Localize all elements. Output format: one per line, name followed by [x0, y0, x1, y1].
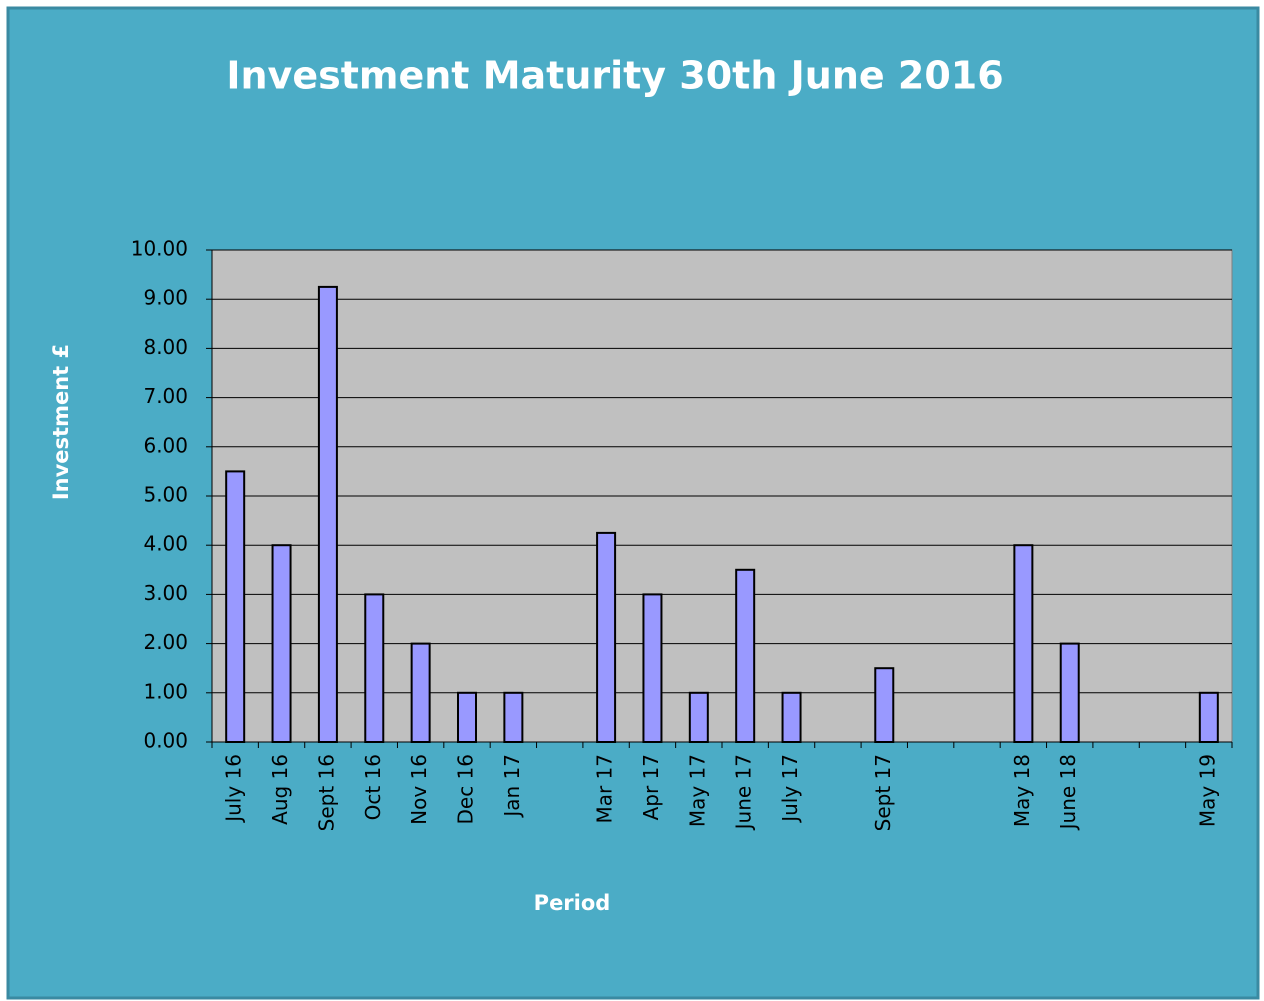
bar	[457, 691, 477, 743]
bar	[317, 285, 338, 743]
x-tick-label: Sept 16	[314, 754, 338, 831]
y-tick-label: 8.00	[143, 335, 188, 359]
x-tick-label: June 18	[1056, 754, 1080, 831]
bar	[596, 531, 617, 744]
y-tick-label: 2.00	[143, 630, 188, 654]
x-tick-label: Sept 17	[871, 754, 895, 831]
bar	[503, 691, 524, 743]
bar	[642, 593, 663, 744]
bar	[1198, 691, 1219, 743]
bar	[271, 544, 292, 744]
bar	[735, 568, 756, 743]
y-tick-label: 0.00	[143, 729, 188, 753]
x-tick-label: Oct 16	[361, 754, 385, 820]
y-tick-label: 9.00	[143, 286, 188, 310]
y-tick-label: 6.00	[143, 433, 188, 457]
bar	[364, 593, 385, 744]
bar	[1013, 544, 1034, 744]
x-tick-label: Dec 16	[454, 754, 478, 825]
x-tick-label: May 18	[1010, 754, 1034, 827]
y-tick-label: 7.00	[143, 384, 188, 408]
y-tick-label: 5.00	[143, 483, 188, 507]
chart-title: Investment Maturity 30th June 2016	[226, 54, 1003, 98]
x-tick-label: June 17	[732, 754, 756, 831]
x-tick-label: Aug 16	[268, 754, 292, 825]
bar	[410, 642, 431, 743]
bar	[1059, 642, 1080, 743]
y-axis-label: Investment £	[49, 344, 73, 500]
y-tick-label: 1.00	[143, 679, 188, 703]
x-tick-label: May 19	[1195, 754, 1219, 827]
x-tick-label: Nov 16	[407, 754, 431, 825]
bar	[688, 691, 709, 743]
bar	[225, 470, 246, 743]
x-tick-label: Apr 17	[639, 754, 663, 820]
bar	[781, 691, 802, 743]
bar	[874, 667, 895, 744]
y-tick-label: 10.00	[131, 237, 188, 261]
y-tick-label: 3.00	[143, 581, 188, 605]
x-tick-label: July 17	[778, 754, 802, 824]
x-tick-label: July 16	[222, 754, 246, 824]
x-axis-label: Period	[534, 891, 611, 915]
x-tick-label: May 17	[685, 754, 709, 827]
x-tick-label: Jan 17	[500, 754, 524, 819]
x-tick-label: Mar 17	[593, 754, 617, 824]
y-tick-label: 4.00	[143, 532, 188, 556]
